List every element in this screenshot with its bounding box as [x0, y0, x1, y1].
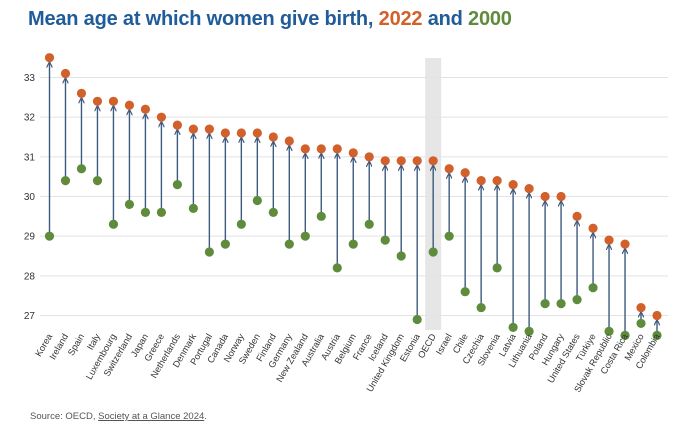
dot-2000-norway	[236, 219, 246, 229]
dot-2000-estonia	[412, 314, 422, 325]
dot-2022-germany	[284, 136, 294, 146]
dot-2000-ireland	[60, 176, 71, 186]
dot-2000-mexico	[636, 318, 646, 329]
dot-2022-belgium	[348, 148, 358, 158]
dot-2000-iceland	[380, 235, 390, 245]
dot-2000-slovenia	[492, 263, 502, 273]
source-note: Source: OECD, Society at a Glance 2024.	[30, 411, 207, 422]
dot-2022-hungary	[556, 191, 566, 202]
dot-2022-poland	[540, 191, 550, 202]
dot-2000-korea	[44, 231, 55, 241]
dot-2022-united-states	[572, 211, 582, 221]
dot-2022-canada	[220, 128, 230, 138]
dot-2022-israel	[444, 164, 454, 174]
title-and: and	[422, 8, 469, 30]
dot-2022-slovak-republic	[604, 235, 614, 245]
dot-2022-netherlands	[172, 120, 182, 130]
dot-2022-costa-rica	[620, 239, 630, 249]
title-year-2000: 2000	[468, 8, 512, 30]
y-tick-label-28: 28	[24, 271, 36, 282]
dot-2000-netherlands	[172, 180, 182, 190]
dot-2022-latvia	[508, 180, 518, 190]
dot-2000-canada	[220, 239, 230, 249]
dot-2022-france	[364, 152, 374, 162]
dot-2022-switzerland	[124, 100, 135, 110]
y-tick-label-33: 33	[24, 73, 36, 84]
dot-2022-ireland	[60, 68, 71, 79]
dot-2022-estonia	[412, 156, 422, 166]
dot-2022-slovenia	[492, 176, 502, 186]
dot-2022-lithuania	[524, 183, 534, 194]
source-link[interactable]: Society at a Glance 2024	[98, 411, 205, 422]
dot-2000-new-zealand	[300, 231, 310, 241]
dot-2022-mexico	[636, 302, 646, 313]
dot-2022-austria	[332, 144, 342, 154]
dot-2022-t-rkiye	[588, 223, 598, 233]
dot-2000-lithuania	[524, 326, 534, 336]
dot-2022-greece	[156, 112, 167, 122]
dot-2022-spain	[76, 88, 87, 98]
title-main: Mean age at which women give birth,	[28, 8, 379, 30]
dot-2000-denmark	[188, 203, 198, 213]
dot-2000-sweden	[252, 195, 262, 206]
y-tick-label-27: 27	[24, 311, 36, 322]
dot-2022-czechia	[476, 176, 486, 186]
dot-2022-norway	[236, 128, 246, 138]
y-tick-label-31: 31	[24, 152, 36, 163]
x-tick-label-israel: Israel	[434, 332, 454, 356]
dot-2000-colombia	[652, 330, 662, 340]
dot-2022-japan	[140, 104, 151, 114]
dot-2022-oecd	[428, 156, 438, 166]
dot-2000-united-states	[572, 295, 582, 305]
dot-2000-chile	[460, 287, 470, 297]
dot-2022-sweden	[252, 128, 262, 138]
chart-title: Mean age at which women give birth, 2022…	[28, 8, 512, 31]
dot-2022-korea	[44, 53, 55, 63]
dot-2000-germany	[284, 239, 294, 249]
dot-2022-finland	[268, 132, 278, 142]
y-tick-label-30: 30	[24, 192, 36, 203]
dot-2000-portugal	[204, 247, 214, 257]
dot-2000-austria	[332, 263, 342, 273]
dot-2000-belgium	[348, 239, 358, 249]
dot-2000-france	[364, 219, 374, 229]
dot-2000-italy	[92, 176, 103, 186]
dot-2022-new-zealand	[300, 144, 310, 154]
dot-2022-australia	[316, 144, 326, 154]
dot-2000-spain	[76, 164, 87, 174]
dot-2000-czechia	[476, 302, 486, 313]
dot-2000-latvia	[508, 322, 518, 332]
dot-2000-united-kingdom	[396, 251, 406, 261]
x-tick-label-spain: Spain	[66, 332, 86, 357]
dot-2022-chile	[460, 168, 470, 178]
dot-2000-slovak-republic	[604, 326, 614, 336]
y-tick-label-32: 32	[24, 113, 36, 124]
dot-2000-luxembourg	[108, 219, 119, 229]
dot-2022-luxembourg	[108, 96, 119, 106]
dot-2000-t-rkiye	[588, 283, 598, 293]
dot-2022-denmark	[188, 124, 198, 134]
y-tick-label-29: 29	[24, 232, 36, 243]
title-year-2022: 2022	[378, 8, 423, 30]
dot-2000-japan	[140, 207, 151, 217]
dot-2000-israel	[444, 231, 454, 241]
dot-2000-costa-rica	[620, 330, 630, 340]
dot-2000-finland	[268, 207, 278, 217]
source-suffix: .	[204, 411, 207, 422]
dot-2022-italy	[92, 96, 103, 106]
dot-2022-iceland	[380, 156, 390, 166]
dot-2000-switzerland	[124, 199, 135, 210]
dot-2000-oecd	[428, 247, 438, 257]
dot-2022-colombia	[652, 310, 662, 321]
dot-2000-greece	[156, 207, 167, 217]
dot-2000-hungary	[556, 299, 566, 309]
dot-2000-poland	[540, 299, 550, 309]
dot-2022-portugal	[204, 124, 214, 134]
dot-2022-united-kingdom	[396, 156, 406, 166]
dot-2000-australia	[316, 211, 326, 221]
source-prefix: Source: OECD,	[30, 411, 99, 422]
